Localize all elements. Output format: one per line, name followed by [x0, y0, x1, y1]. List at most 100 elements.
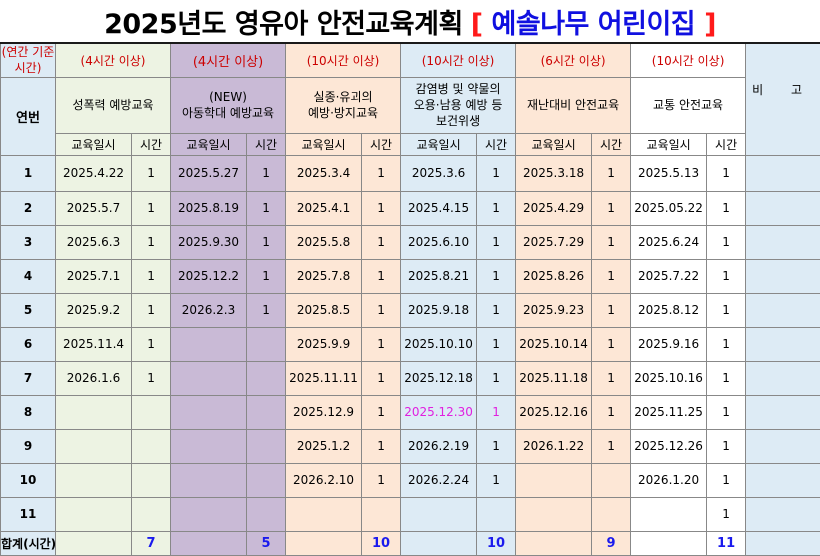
date-header: 교육일시: [516, 133, 592, 155]
hours-cell: 1: [247, 225, 286, 259]
hours-cell: 1: [132, 225, 171, 259]
date-cell: 2025.5.27: [171, 155, 247, 191]
remarks-cell: [746, 293, 820, 327]
date-cell: 2025.4.22: [56, 155, 132, 191]
date-cell: 2025.7.1: [56, 259, 132, 293]
date-cell: 2025.05.22: [631, 191, 707, 225]
hours-cell: 1: [362, 191, 401, 225]
hours-cell: 1: [707, 191, 746, 225]
hours-cell: [362, 497, 401, 531]
hours-header: 시간: [707, 133, 746, 155]
date-cell: [171, 395, 247, 429]
hours-cell: 1: [707, 259, 746, 293]
hours-cell: 1: [477, 191, 516, 225]
hours-cell: 1: [132, 259, 171, 293]
hours-header: 시간: [477, 133, 516, 155]
date-cell: 2025.12.2: [171, 259, 247, 293]
hours-cell: [247, 429, 286, 463]
category-name-4: 재난대비 안전교육: [516, 77, 631, 133]
date-cell: 2025.6.3: [56, 225, 132, 259]
remarks-cell: [746, 395, 820, 429]
date-cell: [56, 395, 132, 429]
date-cell: 2025.7.22: [631, 259, 707, 293]
hours-cell: 1: [477, 293, 516, 327]
totals-spacer: [286, 531, 362, 555]
date-cell: 2025.3.18: [516, 155, 592, 191]
remarks-cell: [746, 155, 820, 191]
hours-cell: 1: [592, 395, 631, 429]
date-cell: 2025.4.1: [286, 191, 362, 225]
date-header: 교육일시: [401, 133, 477, 155]
date-cell: [171, 327, 247, 361]
title-school: [ 예솔나무 어린이집 ]: [471, 2, 716, 41]
hours-cell: 1: [132, 155, 171, 191]
date-cell: 2025.11.25: [631, 395, 707, 429]
date-cell: 2025.3.4: [286, 155, 362, 191]
hours-cell: [247, 361, 286, 395]
date-cell: [171, 361, 247, 395]
date-cell: 2025.3.6: [401, 155, 477, 191]
total-hours: 10: [362, 531, 401, 555]
date-cell: 2025.8.12: [631, 293, 707, 327]
category-name-3: 감염병 및 약물의 오용·남용 예방 등 보건위생: [401, 77, 516, 133]
header-row-required: (연간 기준시간) (4시간 이상) (4시간 이상) (10시간 이상) (1…: [1, 43, 820, 77]
hours-cell: [592, 463, 631, 497]
hours-cell: 1: [592, 327, 631, 361]
hours-cell: 1: [362, 225, 401, 259]
remarks-cell: [746, 429, 820, 463]
date-cell: 2025.10.14: [516, 327, 592, 361]
category-name-2: 실종·유괴의 예방·방지교육: [286, 77, 401, 133]
hours-cell: 1: [247, 155, 286, 191]
row-no-header: 연번: [1, 77, 56, 155]
date-cell: 2025.7.8: [286, 259, 362, 293]
date-cell: 2025.8.21: [401, 259, 477, 293]
hours-cell: [477, 497, 516, 531]
date-cell: 2025.5.8: [286, 225, 362, 259]
date-cell: 2025.1.2: [286, 429, 362, 463]
date-cell: [171, 497, 247, 531]
date-cell: 2026.1.22: [516, 429, 592, 463]
date-cell: [631, 497, 707, 531]
safety-plan-table: (연간 기준시간) (4시간 이상) (4시간 이상) (10시간 이상) (1…: [0, 42, 820, 556]
date-cell: [516, 463, 592, 497]
hours-header: 시간: [247, 133, 286, 155]
date-cell: [516, 497, 592, 531]
remarks-cell: [746, 327, 820, 361]
hours-cell: 1: [707, 327, 746, 361]
category-name-0: 성폭력 예방교육: [56, 77, 171, 133]
hours-cell: [132, 395, 171, 429]
required-0: (4시간 이상): [56, 43, 171, 77]
total-hours: 5: [247, 531, 286, 555]
hours-cell: 1: [132, 293, 171, 327]
hours-cell: 1: [247, 293, 286, 327]
hours-header: 시간: [132, 133, 171, 155]
row-number: 10: [1, 463, 56, 497]
date-cell: 2025.9.23: [516, 293, 592, 327]
date-cell: [56, 463, 132, 497]
hours-cell: 1: [592, 155, 631, 191]
date-header: 교육일시: [56, 133, 132, 155]
hours-cell: 1: [362, 327, 401, 361]
row-number: 8: [1, 395, 56, 429]
hours-cell: [247, 463, 286, 497]
date-cell: 2026.2.24: [401, 463, 477, 497]
hours-cell: 1: [362, 395, 401, 429]
hours-cell: 1: [477, 225, 516, 259]
hours-cell: 1: [707, 361, 746, 395]
row-number: 1: [1, 155, 56, 191]
hours-cell: 1: [477, 361, 516, 395]
total-hours: 11: [707, 531, 746, 555]
totals-label: 합계(시간): [1, 531, 56, 555]
hours-cell: 1: [362, 463, 401, 497]
row-number: 2: [1, 191, 56, 225]
remarks-cell: [746, 531, 820, 555]
hours-cell: [247, 497, 286, 531]
row-number: 6: [1, 327, 56, 361]
hours-cell: [132, 429, 171, 463]
